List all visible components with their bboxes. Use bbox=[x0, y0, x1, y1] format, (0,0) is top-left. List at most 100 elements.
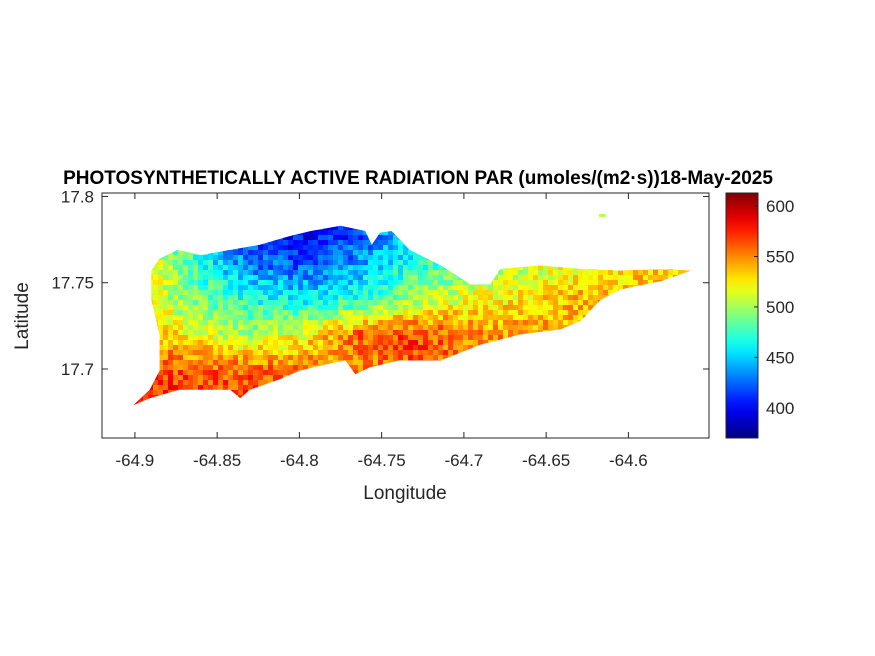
heatmap-cell bbox=[218, 410, 224, 416]
heatmap-cell bbox=[408, 285, 414, 291]
heatmap-cell bbox=[583, 255, 589, 261]
heatmap-cell bbox=[273, 400, 279, 406]
heatmap-cell bbox=[408, 380, 414, 386]
heatmap-cell bbox=[258, 355, 264, 361]
heatmap-cell bbox=[228, 325, 234, 331]
heatmap-cell bbox=[413, 225, 419, 231]
heatmap-cell bbox=[203, 260, 209, 266]
heatmap-cell bbox=[383, 405, 389, 406]
heatmap-cell bbox=[318, 260, 324, 266]
heatmap-cell bbox=[628, 250, 634, 256]
heatmap-cell bbox=[558, 275, 564, 281]
heatmap-cell bbox=[533, 350, 539, 356]
heatmap-cell bbox=[358, 250, 364, 256]
heatmap-cell bbox=[148, 405, 154, 406]
heatmap-cell bbox=[398, 285, 404, 291]
heatmap-cell bbox=[683, 240, 689, 246]
heatmap-cell bbox=[488, 375, 494, 381]
heatmap-cell bbox=[193, 340, 199, 346]
heatmap-cell bbox=[198, 240, 204, 246]
heatmap-cell bbox=[673, 315, 679, 321]
heatmap-cell bbox=[643, 320, 649, 326]
heatmap-cell bbox=[448, 295, 454, 301]
heatmap-cell bbox=[483, 385, 489, 391]
heatmap-cell bbox=[443, 365, 449, 371]
heatmap-cell bbox=[378, 290, 384, 296]
heatmap-cell bbox=[278, 380, 284, 386]
heatmap-cell bbox=[448, 405, 454, 406]
heatmap-cell bbox=[188, 410, 194, 416]
heatmap-cell bbox=[448, 310, 454, 316]
heatmap-cell bbox=[213, 375, 219, 381]
heatmap-cell bbox=[358, 325, 364, 331]
heatmap-cell bbox=[528, 280, 534, 286]
heatmap-cell bbox=[528, 405, 534, 406]
heatmap-cell bbox=[503, 325, 509, 331]
heatmap-cell bbox=[348, 370, 354, 376]
heatmap-cell bbox=[468, 385, 474, 391]
heatmap-cell bbox=[293, 410, 299, 416]
heatmap-cell bbox=[543, 380, 549, 386]
heatmap-cell bbox=[533, 365, 539, 371]
heatmap-cell bbox=[433, 270, 439, 276]
heatmap-cell bbox=[298, 325, 304, 331]
heatmap-cell bbox=[208, 240, 214, 246]
heatmap-cell bbox=[658, 280, 664, 286]
heatmap-cell bbox=[518, 275, 524, 281]
heatmap-cell bbox=[378, 245, 384, 251]
heatmap-cell bbox=[323, 235, 329, 241]
heatmap-cell bbox=[463, 255, 469, 261]
heatmap-cell bbox=[428, 280, 434, 286]
heatmap-cell bbox=[173, 245, 179, 251]
heatmap-cell bbox=[498, 335, 504, 341]
heatmap-cell bbox=[298, 275, 304, 281]
heatmap-cell bbox=[188, 395, 194, 401]
heatmap-cell bbox=[213, 340, 219, 346]
heatmap-cell bbox=[383, 365, 389, 371]
heatmap-cell bbox=[273, 395, 279, 401]
heatmap-cell bbox=[388, 360, 394, 366]
heatmap-cell bbox=[513, 395, 519, 401]
heatmap-cell bbox=[203, 220, 209, 226]
heatmap-cell bbox=[283, 345, 289, 351]
heatmap-cell bbox=[488, 345, 494, 351]
heatmap-cell bbox=[423, 280, 429, 286]
heatmap-cell bbox=[508, 330, 514, 336]
heatmap-cell bbox=[593, 345, 599, 351]
heatmap-cell bbox=[173, 400, 179, 406]
heatmap-cell bbox=[568, 235, 574, 241]
heatmap-cell bbox=[188, 355, 194, 361]
y-tick-label: 17.7 bbox=[61, 360, 94, 379]
heatmap-cell bbox=[528, 315, 534, 321]
heatmap-cell bbox=[358, 225, 364, 231]
heatmap-cell bbox=[463, 260, 469, 266]
heatmap-cell bbox=[343, 385, 349, 391]
heatmap-layer bbox=[133, 220, 691, 416]
heatmap-cell bbox=[623, 235, 629, 241]
heatmap-cell bbox=[563, 300, 569, 306]
heatmap-cell bbox=[248, 305, 254, 311]
heatmap-cell bbox=[493, 355, 499, 361]
heatmap-cell bbox=[438, 240, 444, 246]
heatmap-cell bbox=[368, 255, 374, 261]
heatmap-cell bbox=[438, 335, 444, 341]
heatmap-cell bbox=[333, 395, 339, 401]
heatmap-cell bbox=[498, 400, 504, 406]
heatmap-cell bbox=[183, 240, 189, 246]
heatmap-cell bbox=[278, 320, 284, 326]
heatmap-cell bbox=[583, 375, 589, 381]
heatmap-cell bbox=[523, 240, 529, 246]
heatmap-cell bbox=[608, 245, 614, 251]
heatmap-cell bbox=[453, 305, 459, 311]
heatmap-cell bbox=[668, 375, 674, 381]
heatmap-cell bbox=[388, 225, 394, 231]
heatmap-cell bbox=[408, 395, 414, 401]
heatmap-cell bbox=[478, 345, 484, 351]
heatmap-cell bbox=[203, 395, 209, 401]
heatmap-cell bbox=[288, 385, 294, 391]
heatmap-cell bbox=[283, 290, 289, 296]
heatmap-cell bbox=[293, 315, 299, 321]
heatmap-cell bbox=[568, 255, 574, 261]
heatmap-cell bbox=[193, 230, 199, 236]
heatmap-cell bbox=[363, 370, 369, 376]
